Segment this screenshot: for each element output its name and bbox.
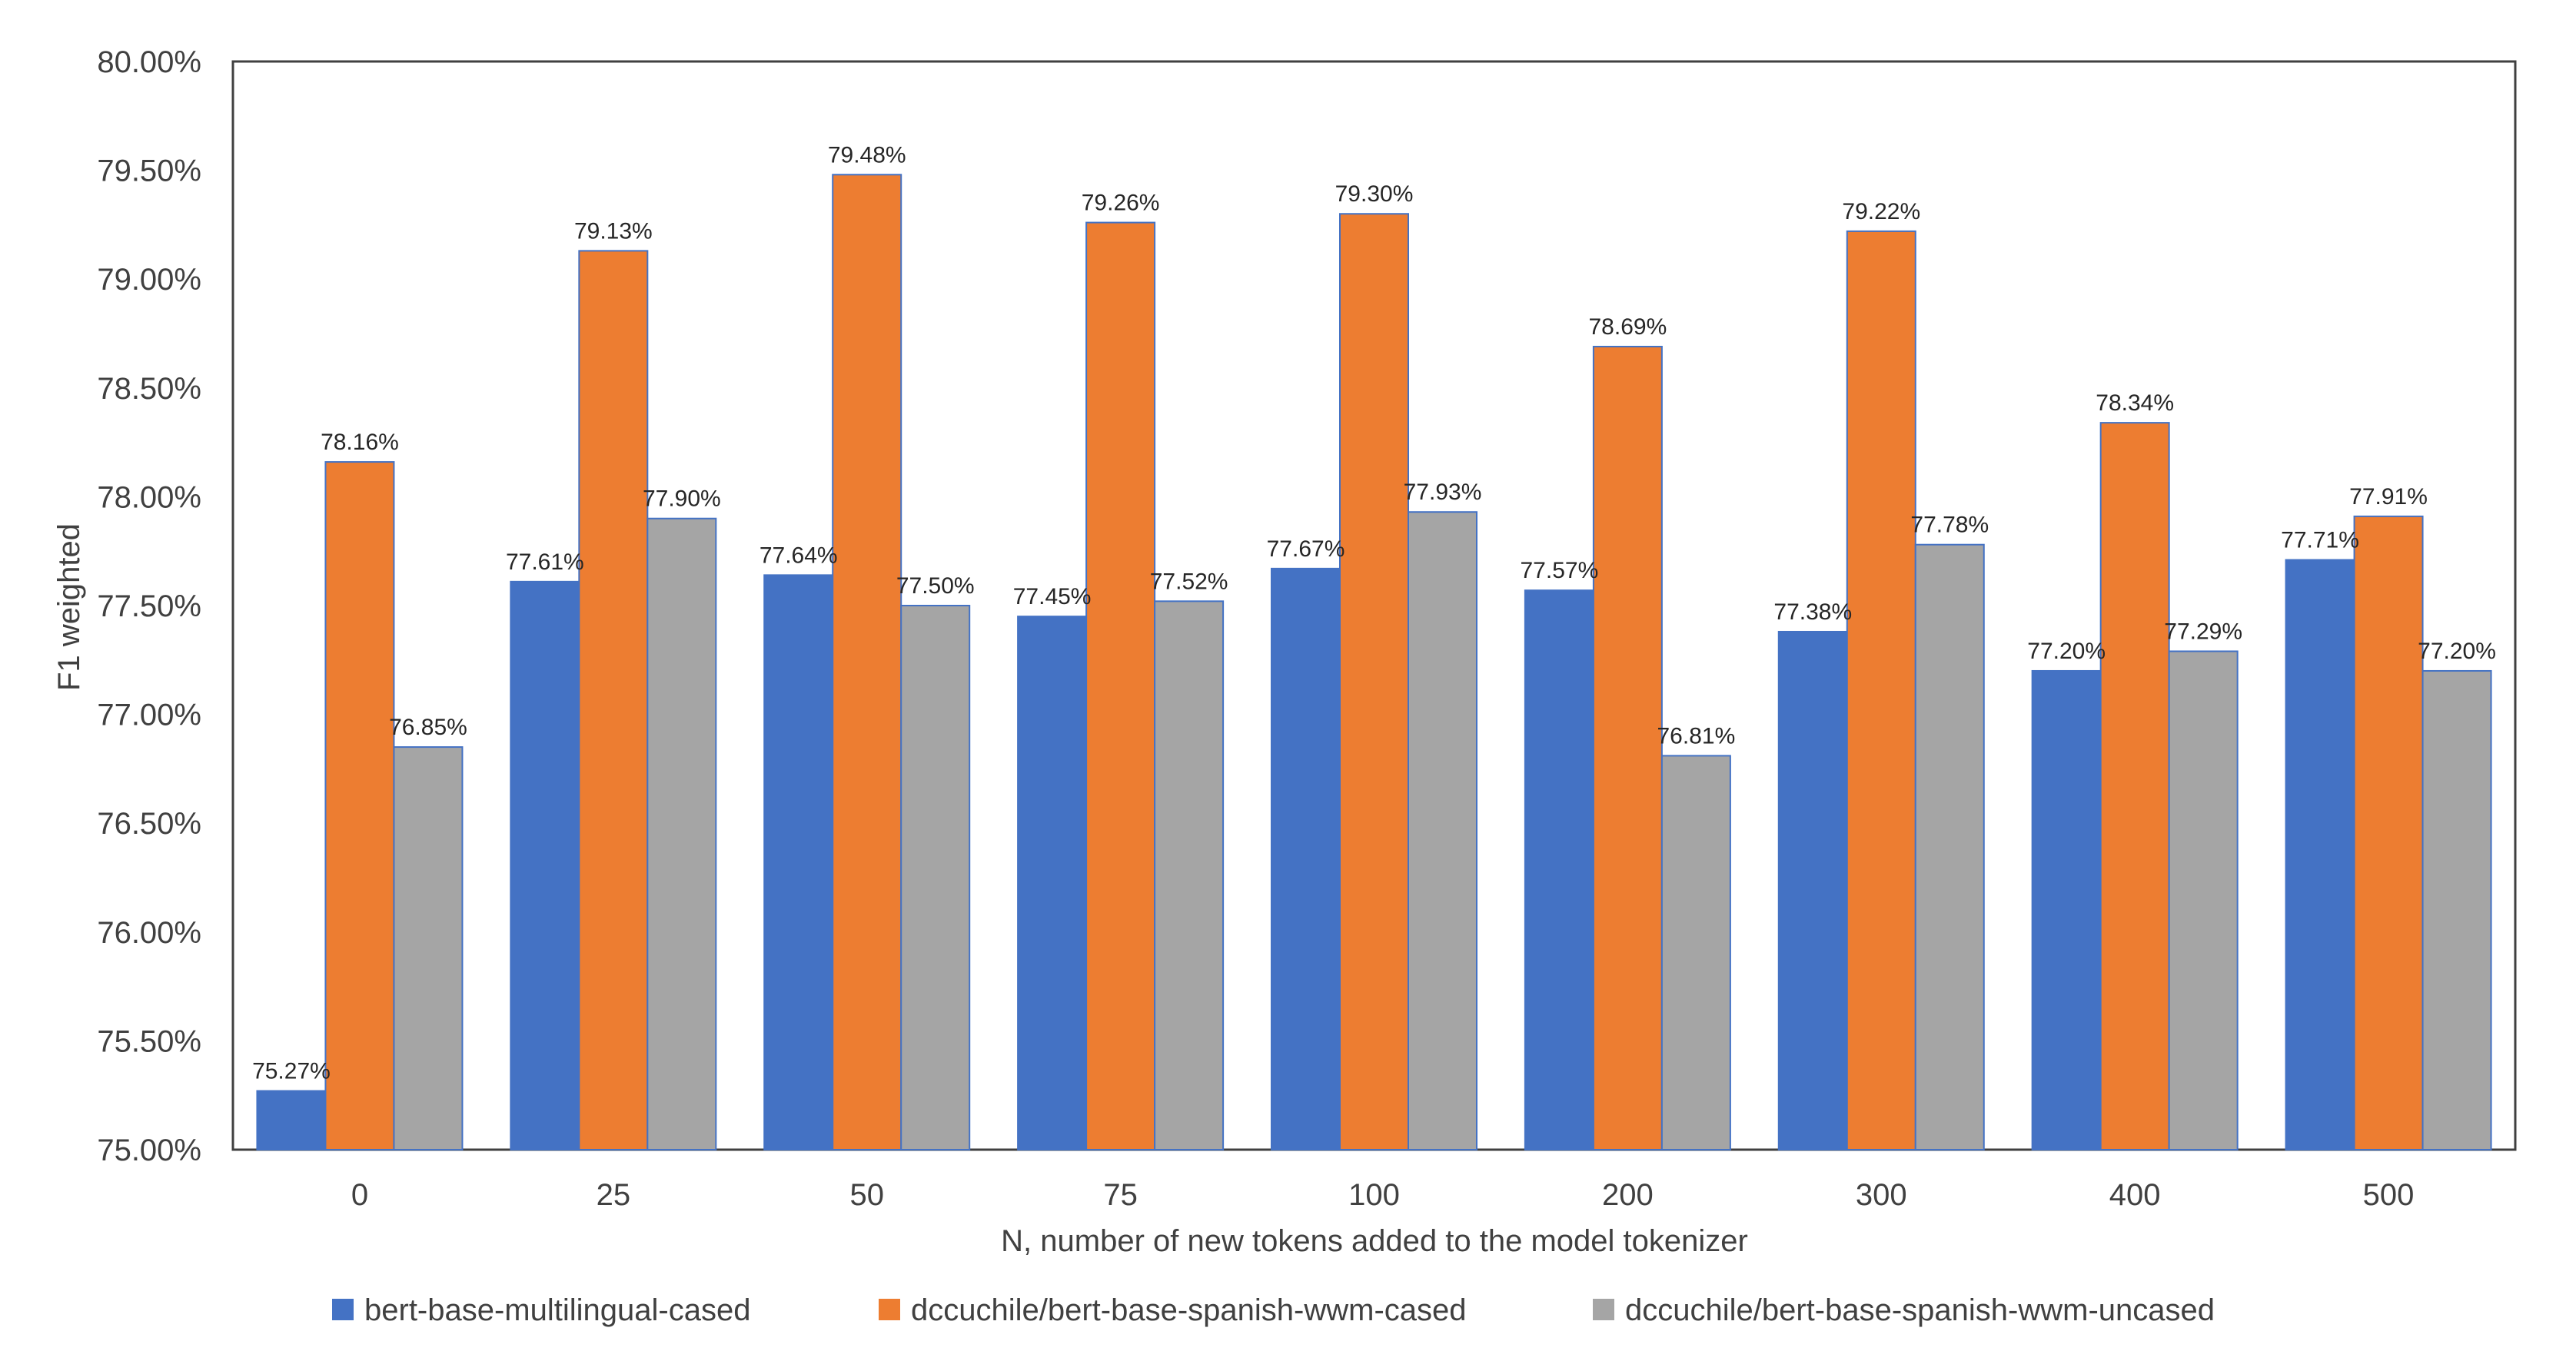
bar-dccuchile-bert-base-spanish-wwm-uncased-200	[1660, 755, 1731, 1150]
data-label: 77.20%	[2418, 639, 2496, 664]
bar-dccuchile-bert-base-spanish-wwm-cased-50	[832, 174, 902, 1150]
bar-dccuchile-bert-base-spanish-wwm-uncased-0	[393, 746, 464, 1150]
bar-bert-base-multilingual-cased-25	[510, 580, 580, 1150]
x-tick-label: 50	[849, 1178, 884, 1212]
bar-bert-base-multilingual-cased-75	[1017, 616, 1088, 1150]
data-label: 76.85%	[389, 715, 467, 740]
bar-bert-base-multilingual-cased-300	[1777, 630, 1848, 1150]
y-tick-label: 78.50%	[97, 372, 201, 406]
x-tick-label: 100	[1348, 1178, 1400, 1212]
y-tick-label: 75.00%	[97, 1134, 201, 1167]
data-label: 77.93%	[1404, 480, 1482, 505]
data-label: 77.91%	[2349, 484, 2428, 510]
bar-bert-base-multilingual-cased-200	[1524, 589, 1594, 1150]
x-tick-label: 25	[597, 1178, 631, 1212]
legend-label-2: dccuchile/bert-base-spanish-wwm-uncased	[1625, 1293, 2215, 1327]
bar-dccuchile-bert-base-spanish-wwm-uncased-75	[1154, 600, 1225, 1150]
y-tick-label: 80.00%	[97, 45, 201, 79]
x-tick-label: 400	[2109, 1178, 2161, 1212]
y-tick-label: 75.50%	[97, 1024, 201, 1058]
y-tick-label: 79.00%	[97, 263, 201, 297]
bar-bert-base-multilingual-cased-500	[2285, 559, 2355, 1150]
legend-swatch-1	[879, 1299, 900, 1320]
data-label: 77.78%	[1910, 513, 1989, 538]
bar-dccuchile-bert-base-spanish-wwm-uncased-100	[1408, 511, 1477, 1150]
data-label: 77.64%	[760, 543, 838, 568]
y-tick-label: 76.00%	[97, 916, 201, 950]
data-label: 77.20%	[2027, 639, 2106, 664]
data-label: 77.57%	[1521, 558, 1599, 583]
x-tick-label: 500	[2363, 1178, 2415, 1212]
legend-swatch-2	[1593, 1299, 1614, 1320]
bar-dccuchile-bert-base-spanish-wwm-cased-0	[324, 461, 395, 1150]
bar-dccuchile-bert-base-spanish-wwm-cased-500	[2353, 515, 2424, 1150]
bar-bert-base-multilingual-cased-0	[256, 1090, 327, 1151]
bar-dccuchile-bert-base-spanish-wwm-cased-100	[1339, 213, 1409, 1150]
y-tick-label: 77.50%	[97, 589, 201, 623]
legend-label-0: bert-base-multilingual-cased	[364, 1293, 750, 1327]
data-labels-group: 75.27% 78.16% 76.85% 77.61% 79.13% 77.90% 77.6…	[252, 142, 2496, 1084]
legend-label-1: dccuchile/bert-base-spanish-wwm-cased	[911, 1293, 1467, 1327]
data-label: 77.61%	[506, 549, 584, 575]
data-label: 75.27%	[252, 1059, 331, 1084]
data-label: 79.48%	[828, 142, 906, 168]
data-label: 77.29%	[2164, 619, 2242, 644]
data-label: 77.67%	[1267, 536, 1345, 562]
data-label: 77.52%	[1150, 569, 1228, 594]
y-tick-label: 78.00%	[97, 480, 201, 514]
bar-dccuchile-bert-base-spanish-wwm-uncased-300	[1914, 543, 1985, 1150]
data-label: 79.13%	[574, 218, 653, 244]
data-label: 79.22%	[1842, 199, 1920, 224]
bar-bert-base-multilingual-cased-400	[2031, 669, 2102, 1150]
bar-dccuchile-bert-base-spanish-wwm-cased-300	[1846, 230, 1916, 1150]
data-label: 78.16%	[321, 430, 399, 455]
x-tick-label: 300	[1856, 1178, 1907, 1212]
bar-dccuchile-bert-base-spanish-wwm-uncased-400	[2168, 650, 2239, 1150]
bar-dccuchile-bert-base-spanish-wwm-cased-25	[578, 250, 649, 1150]
data-label: 78.34%	[2096, 390, 2174, 416]
bar-dccuchile-bert-base-spanish-wwm-cased-400	[2099, 422, 2170, 1150]
y-tick-label: 77.00%	[97, 699, 201, 732]
data-label: 77.71%	[2281, 528, 2359, 553]
bar-bert-base-multilingual-cased-50	[763, 574, 834, 1150]
x-axis-title: N, number of new tokens added to the mod…	[1001, 1224, 1748, 1258]
bar-bert-base-multilingual-cased-100	[1271, 567, 1341, 1150]
x-axis-ticks: 0 25 50 75 100 200 300 400 500	[351, 1178, 2415, 1212]
bar-dccuchile-bert-base-spanish-wwm-uncased-500	[2421, 669, 2492, 1150]
bar-dccuchile-bert-base-spanish-wwm-uncased-50	[900, 605, 971, 1150]
data-label: 76.81%	[1657, 723, 1736, 749]
bar-dccuchile-bert-base-spanish-wwm-uncased-25	[646, 517, 717, 1150]
y-axis-title: F1 weighted	[52, 523, 86, 691]
x-tick-label: 75	[1103, 1178, 1138, 1212]
data-label: 79.26%	[1082, 191, 1160, 216]
data-label: 77.50%	[896, 573, 975, 599]
data-label: 77.45%	[1013, 584, 1092, 609]
x-tick-label: 0	[351, 1178, 368, 1212]
y-tick-label: 76.50%	[97, 807, 201, 841]
y-tick-label: 79.50%	[97, 154, 201, 188]
y-axis-ticks: 75.00% 75.50% 76.00% 76.50% 77.00% 77.50% 78.0…	[97, 45, 201, 1167]
data-label: 77.38%	[1773, 599, 1852, 625]
legend-swatch-0	[332, 1299, 354, 1320]
legend: bert-base-multilingual-cased dccuchile/be…	[332, 1293, 2215, 1327]
bars-group	[256, 174, 2492, 1151]
x-tick-label: 200	[1602, 1178, 1654, 1212]
data-label: 78.69%	[1589, 314, 1667, 340]
data-label: 79.30%	[1335, 181, 1414, 207]
bar-dccuchile-bert-base-spanish-wwm-cased-200	[1592, 345, 1663, 1151]
bar-dccuchile-bert-base-spanish-wwm-cased-75	[1085, 221, 1156, 1150]
data-label: 77.90%	[643, 486, 721, 512]
